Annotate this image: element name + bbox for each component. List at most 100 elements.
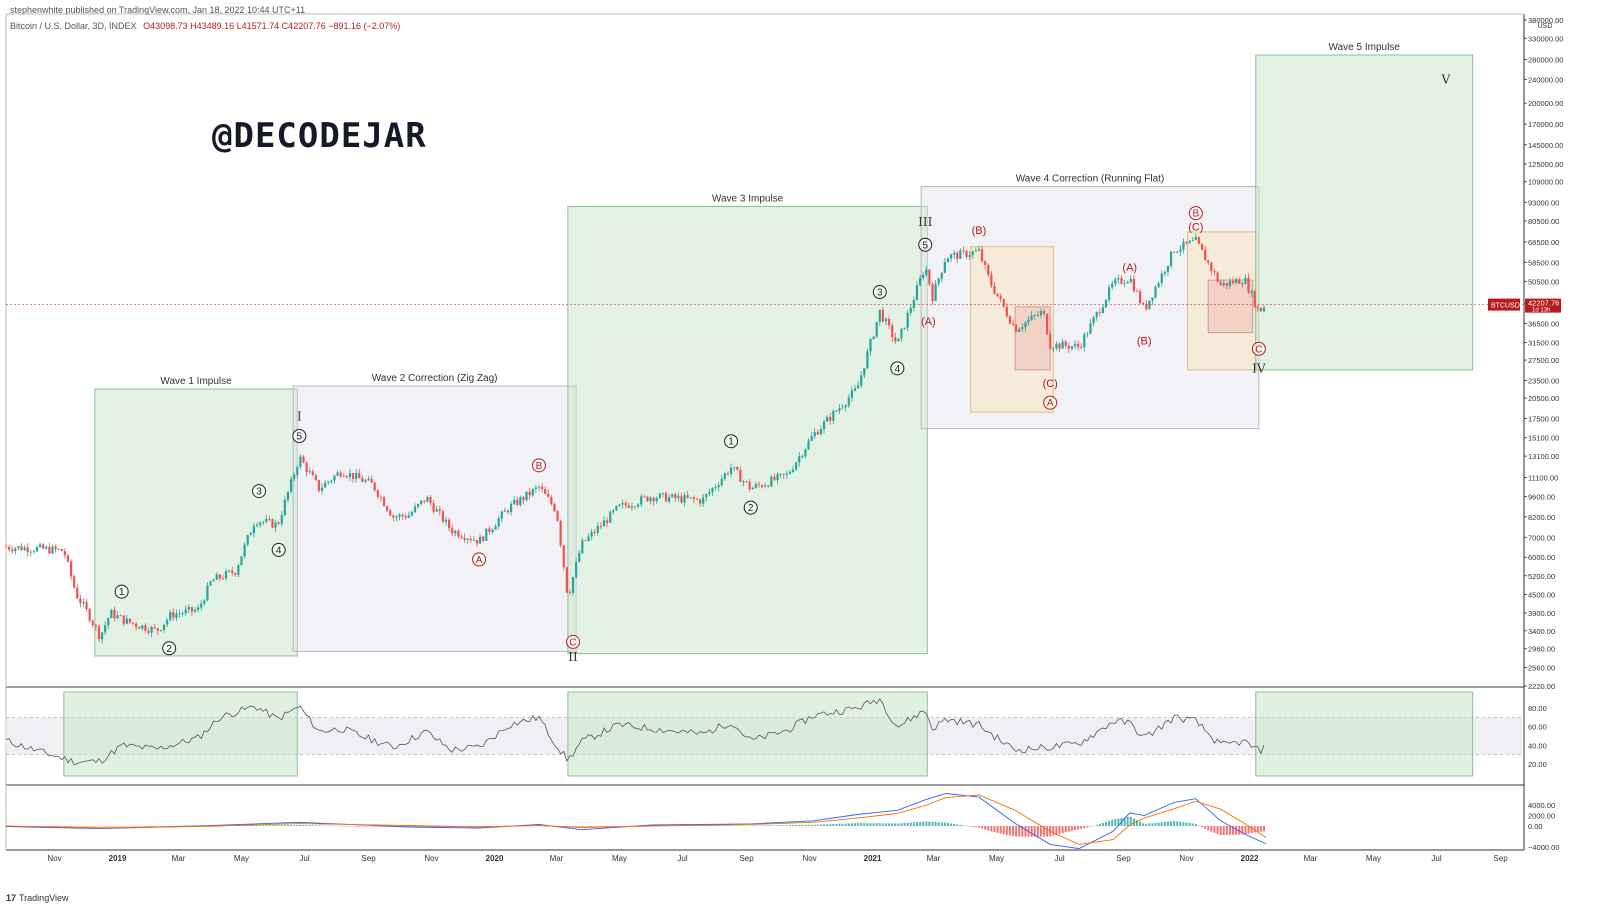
candle-body bbox=[1120, 278, 1123, 284]
candle-body bbox=[339, 472, 342, 477]
macd-bar bbox=[819, 824, 822, 826]
candle-body bbox=[469, 538, 472, 541]
candle-body bbox=[897, 338, 900, 342]
candle-body bbox=[754, 484, 757, 488]
macd-bar bbox=[1142, 823, 1145, 826]
candle-body bbox=[262, 521, 265, 523]
candle-body bbox=[1132, 278, 1135, 292]
candle-body bbox=[1228, 281, 1232, 286]
candle-body bbox=[280, 515, 283, 524]
candle-body bbox=[138, 626, 141, 629]
price-tick-label-19: 36500.00 bbox=[1528, 319, 1559, 328]
candle-body bbox=[1244, 277, 1247, 284]
candle-body bbox=[946, 258, 950, 263]
candle-body bbox=[736, 466, 739, 470]
candle-body bbox=[999, 296, 1002, 299]
candle-body bbox=[1135, 291, 1139, 293]
candle-body bbox=[317, 480, 321, 491]
wave-box-label-1: Wave 2 Correction (Zig Zag) bbox=[372, 373, 498, 384]
macd-bar bbox=[150, 826, 153, 827]
macd-bar bbox=[1101, 822, 1104, 826]
candle-body bbox=[807, 440, 810, 450]
macd-bar bbox=[609, 826, 612, 827]
macd-bar bbox=[1036, 826, 1039, 837]
candle-body bbox=[299, 456, 302, 468]
macd-bar bbox=[965, 825, 968, 827]
macd-bar bbox=[1173, 820, 1176, 826]
candle-body bbox=[506, 510, 510, 513]
candle-body bbox=[1176, 251, 1179, 253]
macd-bar bbox=[1232, 826, 1235, 835]
time-tick-label-1: 2019 bbox=[109, 854, 127, 863]
wave-label-4: 5 bbox=[297, 432, 303, 443]
macd-bar bbox=[1126, 816, 1129, 826]
wave-label-10: 1 bbox=[728, 437, 734, 448]
candle-body bbox=[494, 526, 497, 530]
macd-bar bbox=[993, 826, 996, 833]
candle-body bbox=[1111, 283, 1114, 288]
candle-body bbox=[218, 574, 221, 579]
candle-body bbox=[1256, 306, 1259, 308]
macd-bar bbox=[934, 821, 937, 826]
candle-body bbox=[1008, 316, 1012, 324]
macd-bar bbox=[290, 825, 293, 826]
macd-bar bbox=[999, 826, 1002, 834]
macd-bar bbox=[485, 826, 488, 827]
macd-bar bbox=[596, 826, 599, 828]
wave-label-circle-2 bbox=[252, 484, 267, 499]
candle-body bbox=[578, 552, 581, 563]
candle-body bbox=[441, 511, 444, 522]
candle-body bbox=[1039, 311, 1043, 316]
time-tick-label-23: Sep bbox=[1493, 854, 1508, 863]
macd-bar bbox=[1129, 816, 1132, 826]
candle-body bbox=[162, 624, 166, 631]
candle-body bbox=[227, 570, 231, 572]
candle-body bbox=[556, 511, 559, 521]
candle-body bbox=[1107, 287, 1111, 300]
macd-bar bbox=[423, 826, 426, 828]
macd-bar bbox=[987, 826, 990, 831]
macd-bar bbox=[432, 826, 435, 828]
candle-body bbox=[516, 499, 519, 505]
candle-body bbox=[1169, 251, 1173, 266]
macd-bar bbox=[348, 826, 351, 827]
candle-body bbox=[1011, 323, 1015, 325]
macd-bar bbox=[57, 826, 60, 827]
time-tick-label-7: 2020 bbox=[486, 854, 504, 863]
time-tick-label-22: Jul bbox=[1431, 854, 1441, 863]
time-tick-label-14: Mar bbox=[927, 854, 941, 863]
candle-body bbox=[860, 375, 863, 386]
candle-body bbox=[1151, 297, 1154, 301]
candle-body bbox=[125, 618, 128, 624]
macd-bar bbox=[1182, 822, 1185, 826]
wave-label-3: 4 bbox=[276, 545, 282, 556]
macd-bar bbox=[1216, 826, 1219, 835]
candle-body bbox=[1055, 343, 1058, 349]
candle-body bbox=[872, 336, 875, 340]
macd-bar bbox=[869, 823, 872, 826]
candle-body bbox=[822, 421, 826, 429]
wave-box-7 bbox=[1207, 279, 1254, 334]
time-tick-label-6: Nov bbox=[424, 854, 438, 863]
macd-bar bbox=[962, 825, 965, 826]
candle-body bbox=[351, 472, 355, 479]
macd-bar bbox=[565, 826, 568, 827]
macd-bar bbox=[603, 826, 606, 827]
macd-bar bbox=[1095, 824, 1098, 826]
candle-body bbox=[658, 493, 661, 499]
candle-body bbox=[531, 489, 534, 496]
macd-bar bbox=[376, 826, 379, 827]
macd-bar bbox=[116, 826, 119, 827]
macd-bar bbox=[1228, 826, 1231, 835]
rsi-wave-box-1 bbox=[567, 691, 928, 777]
candle-body bbox=[624, 503, 627, 506]
macd-bar bbox=[101, 826, 104, 827]
macd-bar bbox=[835, 823, 838, 826]
candle-body bbox=[618, 504, 621, 506]
candle-body bbox=[255, 524, 259, 527]
wave-label-6: A bbox=[476, 555, 483, 566]
candle-body bbox=[1241, 283, 1244, 285]
macd-bar bbox=[249, 825, 252, 826]
candle-body bbox=[1235, 279, 1238, 284]
